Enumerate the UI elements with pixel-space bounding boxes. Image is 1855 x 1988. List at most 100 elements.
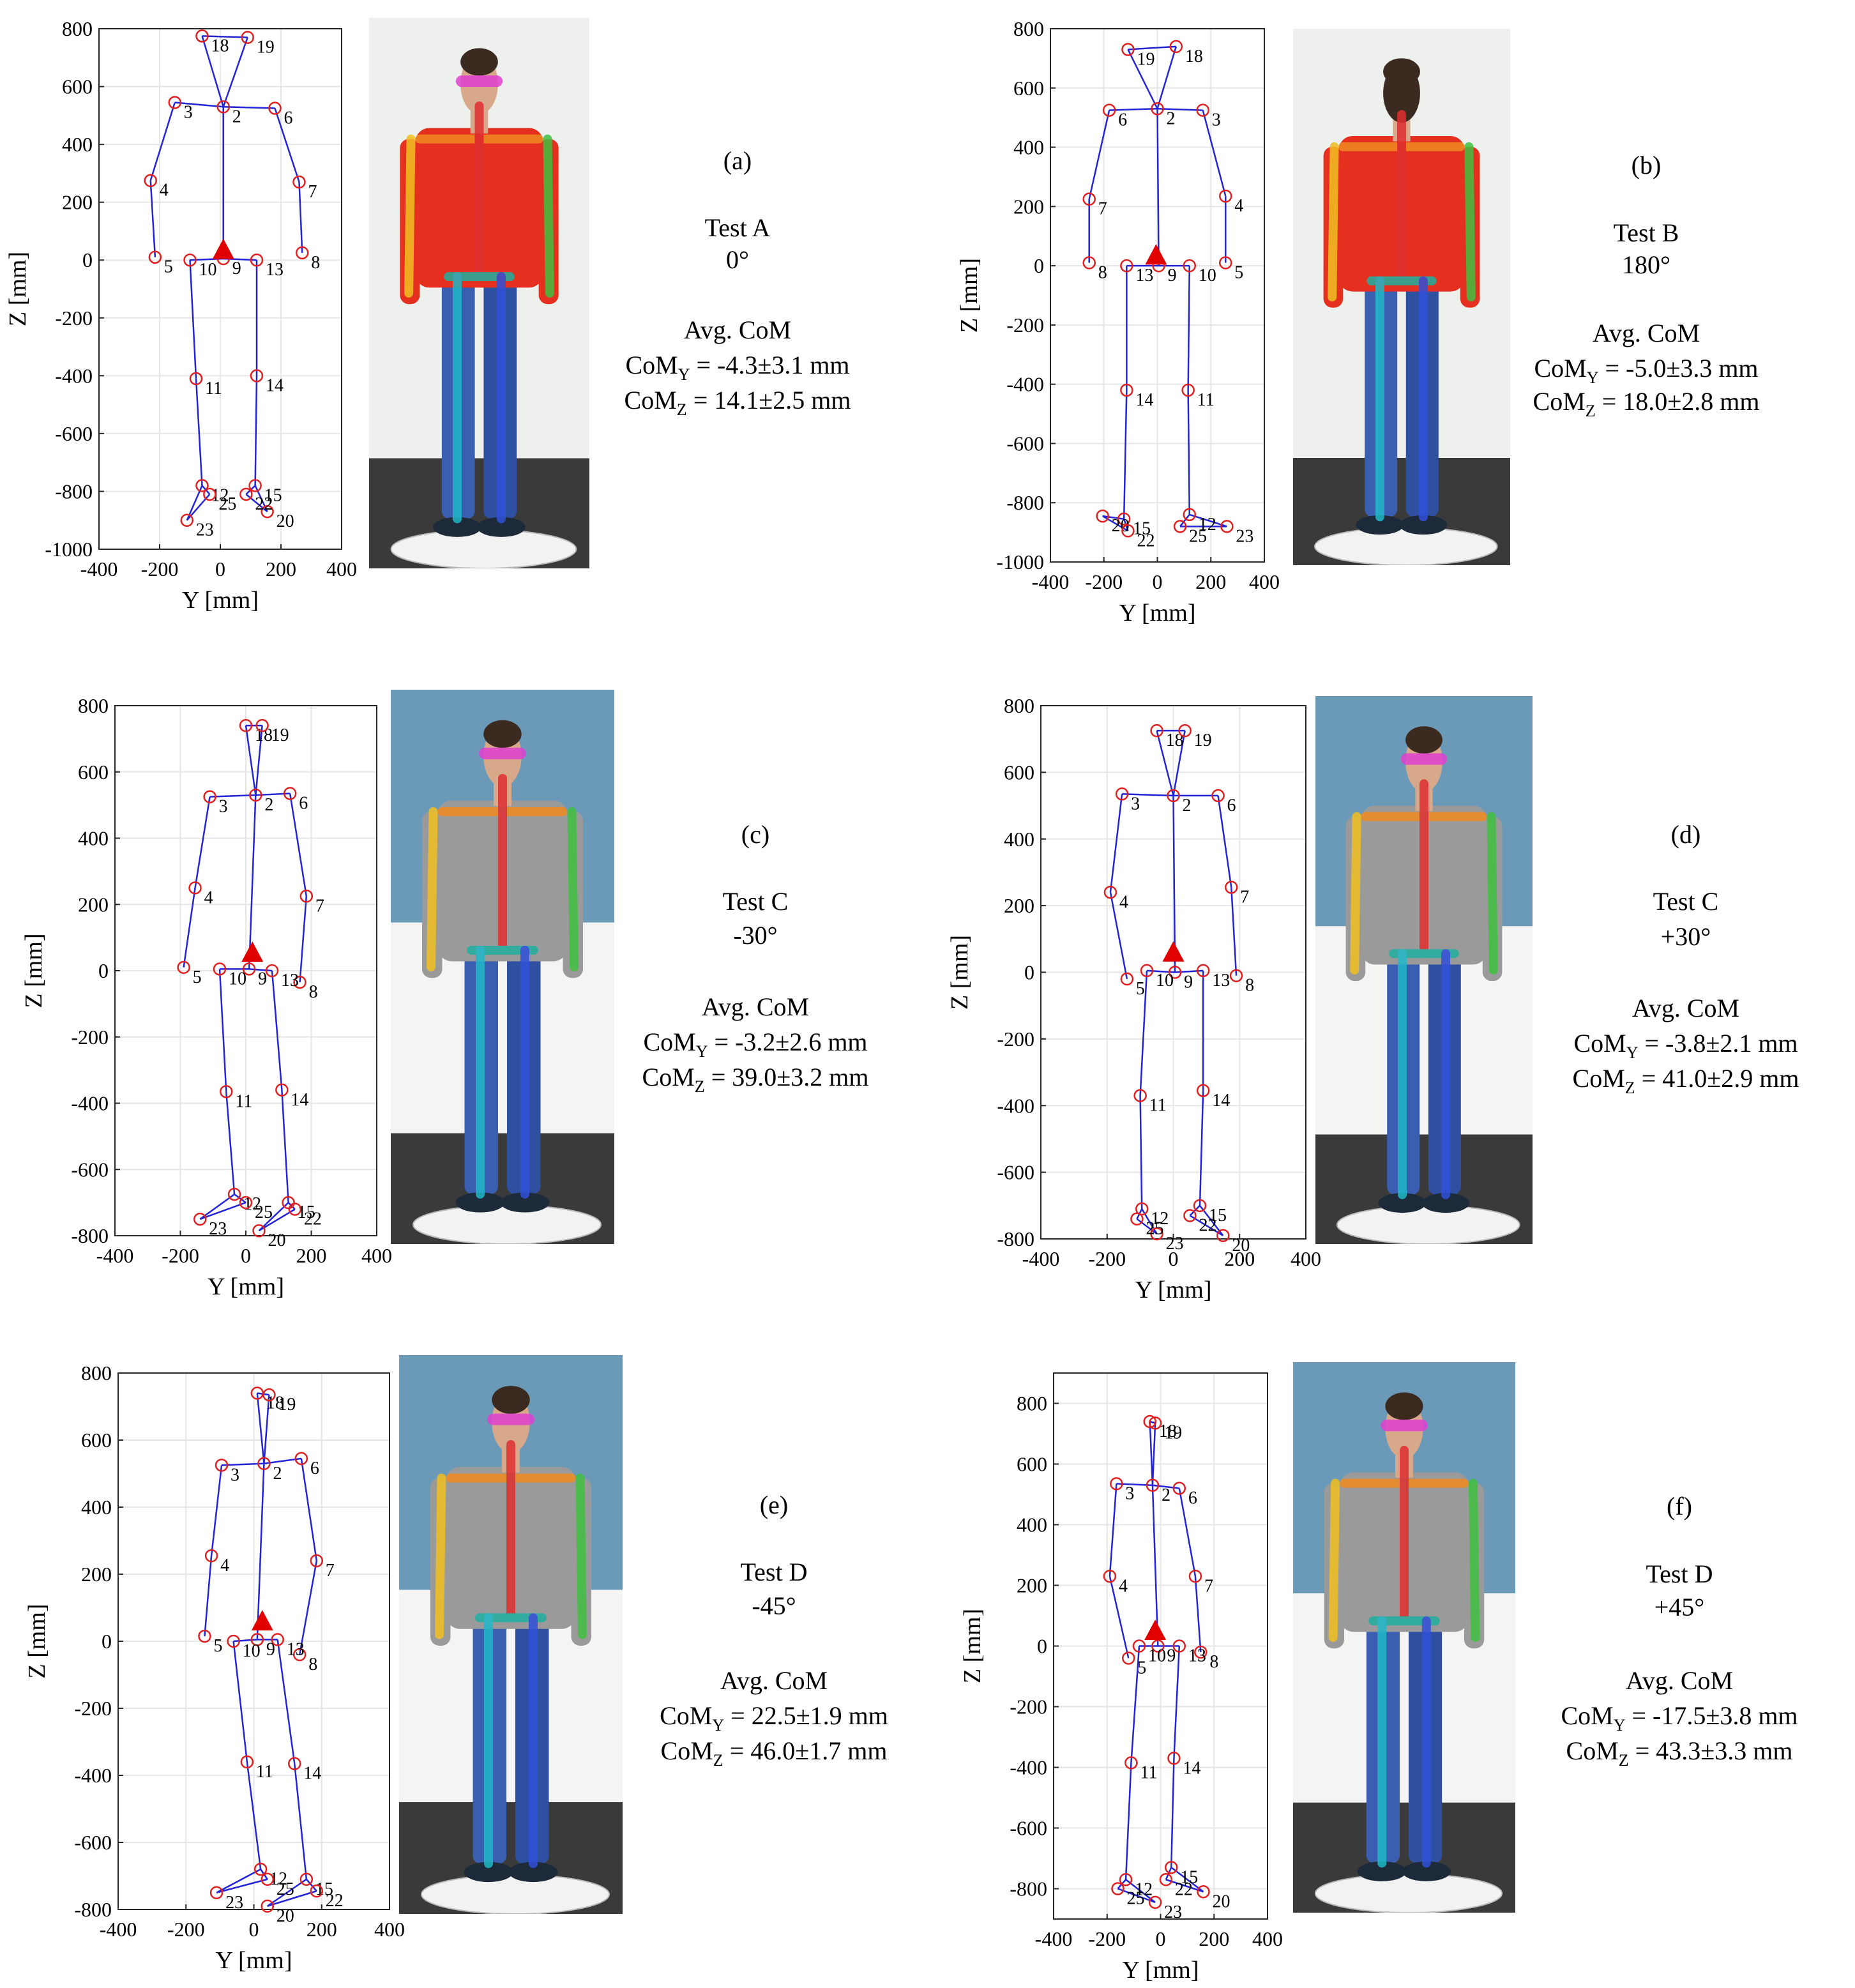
joint-label-10: 10 <box>229 969 246 989</box>
com-marker <box>1145 244 1167 265</box>
bone-13-14 <box>1173 1646 1181 1759</box>
joint-20 <box>261 1899 274 1913</box>
hair <box>460 48 498 76</box>
joint-3 <box>1110 1477 1123 1491</box>
joint-23 <box>209 1886 223 1899</box>
bone-10-11 <box>1130 1646 1140 1763</box>
joint-label-3: 3 <box>1131 794 1140 814</box>
x-axis-label: Y [mm] <box>1135 1277 1212 1303</box>
y-axis-label: Z [mm] <box>956 258 983 333</box>
joint-10 <box>1132 1639 1146 1653</box>
joint-label-8: 8 <box>308 1655 317 1674</box>
subject-photo <box>399 1355 623 1914</box>
x-axis-label: Y [mm] <box>216 1947 292 1974</box>
bone-2-19 <box>255 725 263 796</box>
joint-label-13: 13 <box>1212 971 1230 990</box>
x-tick-label: -200 <box>1088 1927 1126 1950</box>
bone-4-5 <box>204 1556 213 1637</box>
y-tick-label: 800 <box>81 1362 112 1385</box>
joint-15 <box>1165 1861 1178 1874</box>
y-tick-label: 0 <box>1024 961 1034 984</box>
joint-6 <box>1172 1482 1186 1495</box>
joint-label-12: 12 <box>1151 1209 1169 1229</box>
joint-label-3: 3 <box>231 1465 239 1485</box>
joint-8 <box>1194 1645 1208 1659</box>
bone-11-12 <box>1124 1763 1132 1880</box>
y-tick-label: 200 <box>62 191 93 214</box>
joint-25 <box>203 487 216 501</box>
bone-20-15 <box>254 485 268 512</box>
y-tick-label: -200 <box>74 1697 112 1720</box>
joint-label-13: 13 <box>1135 266 1153 285</box>
joint-13 <box>1120 259 1133 273</box>
y-tick-label: -400 <box>71 1092 109 1115</box>
test-angle: +30° <box>1661 922 1711 951</box>
bone-22-20 <box>258 1208 296 1232</box>
com-z-value: CoMZ = 14.1±2.5 mm <box>625 386 851 419</box>
joint-15 <box>299 1872 314 1886</box>
joint-22 <box>1159 1873 1173 1886</box>
joint-label-20: 20 <box>276 1906 294 1926</box>
joint-2 <box>1146 1478 1160 1492</box>
joint-2 <box>249 788 262 802</box>
com-z-value: CoMZ = 39.0±3.2 mm <box>642 1063 869 1096</box>
joint-label-5: 5 <box>164 257 173 277</box>
y-tick-label: 0 <box>82 248 93 271</box>
joint-12 <box>1183 508 1196 522</box>
joint-label-9: 9 <box>1184 973 1193 992</box>
y-tick-label: 200 <box>1017 1574 1047 1597</box>
joint-15 <box>1117 512 1131 526</box>
bone-15-22 <box>1165 1867 1172 1880</box>
joint-label-22: 22 <box>304 1210 322 1229</box>
y-tick-label: 600 <box>81 1429 112 1452</box>
subject-photo <box>1293 29 1510 565</box>
y-tick-label: 200 <box>78 893 109 916</box>
joint-label-9: 9 <box>258 969 267 989</box>
joint-label-3: 3 <box>1212 110 1221 130</box>
joint-14 <box>1167 1752 1181 1765</box>
joint-10 <box>227 1634 240 1648</box>
bone-6-7 <box>289 793 308 897</box>
y-tick-label: 400 <box>81 1496 112 1519</box>
joint-23 <box>1150 1227 1163 1241</box>
pose-overlay <box>404 75 554 524</box>
joint-label-5: 5 <box>193 967 202 987</box>
test-name: Test B <box>1614 218 1679 247</box>
joint-9 <box>1151 1639 1165 1653</box>
bone-2-3 <box>1157 108 1203 111</box>
joint-25 <box>1173 520 1187 533</box>
bone-2-6 <box>223 106 275 109</box>
y-tick-label: -400 <box>1010 1756 1047 1779</box>
joint-18 <box>195 29 209 43</box>
bone-2-18 <box>1149 1421 1154 1485</box>
joint-label-19: 19 <box>278 1395 296 1415</box>
joint-25 <box>1111 1882 1124 1895</box>
y-tick-label: 800 <box>78 694 109 717</box>
bone-2-9 <box>256 1463 265 1640</box>
hair <box>492 1386 530 1414</box>
joint-20 <box>252 1224 266 1238</box>
joint-label-4: 4 <box>1119 892 1128 912</box>
right-shoe <box>500 1192 550 1213</box>
right-shoe <box>1402 1861 1451 1881</box>
joint-label-11: 11 <box>256 1762 273 1782</box>
x-tick-label: -200 <box>1088 1247 1126 1270</box>
bone-6-7 <box>300 1458 318 1561</box>
bone-14-15 <box>294 1763 308 1879</box>
pose-limb <box>1464 142 1476 301</box>
left-shoe <box>464 1862 513 1883</box>
y-tick-label: 400 <box>78 827 109 850</box>
joint-8 <box>292 1648 307 1662</box>
joint-19 <box>262 1388 276 1402</box>
bone-14-15 <box>1123 390 1128 519</box>
avg-com-label: Avg. CoM <box>1626 1666 1733 1695</box>
bone-20-15 <box>258 1202 289 1232</box>
joint-label-22: 22 <box>1137 531 1155 550</box>
x-tick-label: 0 <box>1169 1247 1179 1270</box>
x-tick-label: 400 <box>374 1918 405 1941</box>
joint-13 <box>250 253 264 267</box>
balance-board <box>1336 1204 1520 1244</box>
